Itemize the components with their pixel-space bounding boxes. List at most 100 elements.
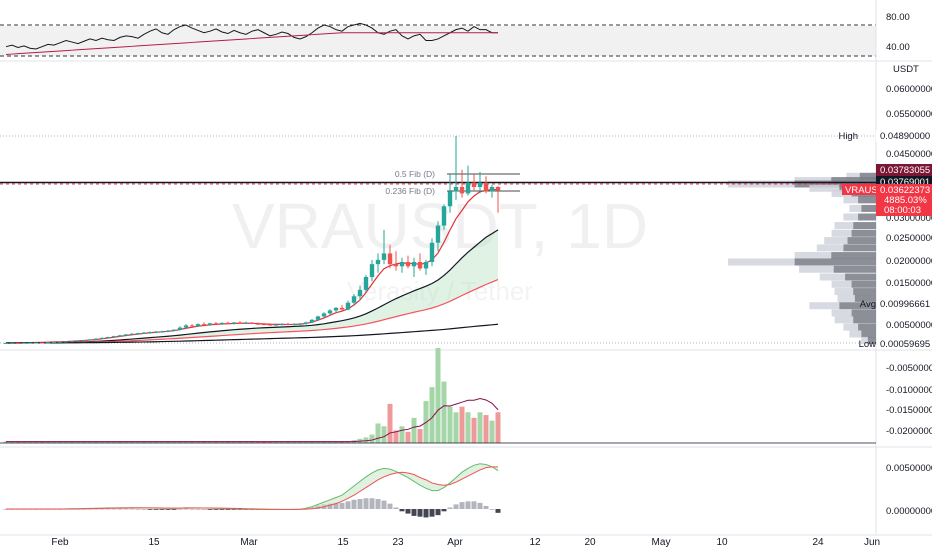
- time-axis[interactable]: Feb 15 Mar 15 23 Apr 12 20 May 10 24 Jun: [51, 537, 880, 548]
- volume-profile-bar: [858, 196, 876, 204]
- volume-profile-bar: [843, 213, 859, 221]
- macd-histogram-bar: [429, 509, 435, 517]
- macd-histogram-bar: [327, 503, 333, 509]
- volume-bar: [177, 441, 183, 443]
- volume-profile-bar: [728, 180, 795, 188]
- candle-body: [345, 302, 351, 310]
- macd-histogram-bar: [453, 504, 459, 509]
- date-tick: 23: [392, 537, 404, 548]
- volume-bar: [69, 441, 75, 443]
- volume-profile-bar: [859, 172, 876, 180]
- volume-profile-bar: [833, 265, 876, 273]
- macd-histogram-bar: [471, 501, 477, 509]
- fib-levels[interactable]: 0.5 Fib (D) 0.236 Fib (D): [0, 169, 932, 196]
- macd-histogram-bar: [171, 509, 177, 510]
- volume-bar: [153, 441, 159, 443]
- volume-profile-bar: [861, 330, 876, 338]
- candle-body: [447, 191, 453, 207]
- candle-body: [297, 323, 303, 325]
- macd-histogram-bar: [435, 509, 441, 516]
- volume-profile-bar: [867, 336, 876, 344]
- macd-histogram-bar: [375, 499, 381, 509]
- candles[interactable]: [3, 136, 501, 344]
- volume-bar: [57, 441, 63, 443]
- volume-bar: [327, 441, 333, 443]
- volume-bar: [3, 441, 9, 443]
- macd-histogram-bar: [225, 509, 231, 510]
- volume-bar: [315, 441, 321, 443]
- volume-bar: [375, 423, 381, 443]
- candle-body: [111, 336, 117, 338]
- volume-profile-bar: [843, 196, 859, 204]
- svg-text:Avg: Avg: [860, 299, 876, 310]
- svg-text:Low: Low: [859, 339, 877, 350]
- price-tick: 0.00500000: [886, 320, 932, 331]
- svg-text:-0.01000000: -0.01000000: [886, 385, 932, 396]
- volume-bar: [147, 441, 153, 443]
- candle-body: [99, 337, 105, 339]
- volume-profile-bar: [834, 222, 854, 230]
- macd-histogram-bar: [351, 499, 357, 509]
- high-label: High 0.04890000: [838, 130, 932, 142]
- volume-bar: [261, 441, 267, 443]
- candle-body: [471, 182, 477, 187]
- rsi-pane: 80.00 40.00: [0, 12, 910, 57]
- candle-body: [141, 332, 147, 334]
- volume-bar: [123, 441, 129, 443]
- macd-histogram-bar: [237, 509, 243, 510]
- macd-histogram-bar: [213, 509, 219, 510]
- volume-bar: [291, 441, 297, 443]
- volume-bar: [159, 441, 165, 443]
- volume-bar: [99, 441, 105, 443]
- volume-bar: [135, 441, 141, 443]
- volume-bar: [303, 441, 309, 443]
- candle-body: [255, 323, 261, 325]
- volume-profile-bar: [831, 252, 876, 260]
- candle-body: [177, 327, 183, 330]
- macd-histogram-bar: [381, 500, 387, 509]
- macd-histogram-bar: [93, 508, 99, 510]
- volume-profile-bar: [853, 288, 876, 296]
- candle-body: [435, 225, 441, 243]
- candle-body: [357, 289, 363, 297]
- candle-body: [363, 277, 369, 290]
- volume-bar: [165, 441, 171, 443]
- volume-axis: -0.00500000 -0.01000000 -0.01500000 -0.0…: [886, 363, 932, 437]
- rsi-tick-label: 80.00: [886, 12, 910, 23]
- volume-bar: [9, 441, 15, 443]
- volume-profile-bar: [831, 309, 852, 317]
- volume-profile-bar: [851, 280, 876, 288]
- volume-bar: [171, 441, 177, 443]
- price-axis[interactable]: USDT 0.06000000 0.05500000 0.04500000 0.…: [886, 64, 932, 331]
- volume-profile-bar: [819, 273, 846, 281]
- macd-histogram-bar: [141, 509, 147, 510]
- candle-body: [453, 187, 459, 192]
- macd-histogram-bar: [387, 503, 393, 509]
- volume-profile-bar: [861, 336, 868, 344]
- candle-body: [243, 322, 249, 324]
- svg-text:-0.02000000: -0.02000000: [886, 426, 932, 437]
- volume-bar: [267, 441, 273, 443]
- candle-body: [273, 324, 279, 326]
- volume-bar: [279, 441, 285, 443]
- moving-average-line: [6, 323, 499, 344]
- volume-profile-bar: [816, 244, 844, 252]
- candle-body: [39, 342, 45, 344]
- volume-bar: [285, 441, 291, 443]
- candle-body: [321, 313, 327, 317]
- macd-histogram-bar: [417, 509, 423, 517]
- macd-histogram-bar: [399, 509, 405, 512]
- price-tick: 0.01500000: [886, 278, 932, 289]
- volume-profile-bar: [851, 309, 876, 317]
- volume-bar: [363, 437, 369, 443]
- candle-body: [207, 323, 213, 325]
- volume-bar: [483, 415, 489, 443]
- svg-text:0.04890000: 0.04890000: [880, 131, 930, 142]
- volume-bar: [219, 441, 225, 443]
- svg-text:-0.01500000: -0.01500000: [886, 405, 932, 416]
- candle-body: [405, 262, 411, 267]
- volume-profile-bar: [824, 237, 848, 245]
- candle-body: [489, 187, 495, 192]
